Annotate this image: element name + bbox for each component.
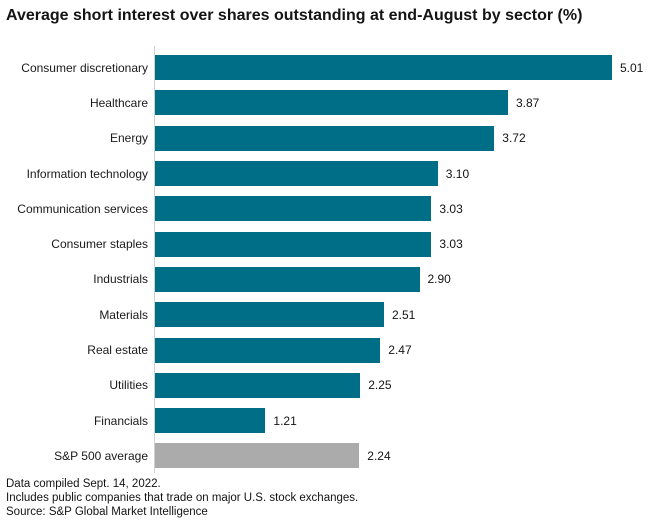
category-label: Energy xyxy=(109,131,148,146)
bar-track: 3.03 xyxy=(148,196,660,222)
bar-track: 2.47 xyxy=(148,337,660,363)
category-label: Communication services xyxy=(17,201,148,216)
bar-track: 2.51 xyxy=(148,302,660,328)
bar-financials xyxy=(155,408,266,434)
bar-communication-services xyxy=(155,196,432,222)
value-label: 2.51 xyxy=(392,307,416,322)
value-label: 3.10 xyxy=(445,166,470,181)
chart-row-information-technology: Information technology 3.10 xyxy=(0,156,660,191)
bar-healthcare xyxy=(155,90,508,116)
value-label: 2.24 xyxy=(367,448,391,463)
bar-utilities xyxy=(155,372,361,398)
bar-industrials xyxy=(155,266,420,292)
category-label: Consumer discretionary xyxy=(21,60,148,75)
chart-row-healthcare: Healthcare 3.87 xyxy=(0,85,660,120)
footnote-scope: Includes public companies that trade on … xyxy=(6,492,359,504)
chart-row-energy: Energy 3.72 xyxy=(0,121,660,156)
bar-track: 5.01 xyxy=(148,55,660,81)
bar-track: 2.24 xyxy=(148,443,660,469)
value-label: 3.72 xyxy=(502,131,526,146)
chart-title: Average short interest over shares outst… xyxy=(6,7,583,24)
bar-energy xyxy=(155,125,495,151)
value-label: 3.87 xyxy=(516,95,540,110)
category-label: Information technology xyxy=(26,166,148,181)
category-label: S&P 500 average xyxy=(54,448,148,463)
value-label: 2.25 xyxy=(368,378,392,393)
bar-track: 3.72 xyxy=(148,125,660,151)
bar-track: 2.90 xyxy=(148,266,660,292)
value-label: 5.01 xyxy=(620,60,644,75)
category-label: Consumer staples xyxy=(51,237,148,252)
footnotes: Data compiled Sept. 14, 2022. Includes p… xyxy=(6,477,358,519)
chart-row-financials: Financials 1.21 xyxy=(0,403,660,438)
chart-row-s-p-500-average: S&P 500 average 2.24 xyxy=(0,438,660,473)
category-label: Industrials xyxy=(93,272,148,287)
value-label: 2.47 xyxy=(388,343,412,358)
bar-materials xyxy=(155,302,384,328)
bar-track: 2.25 xyxy=(148,372,660,398)
footnote-source: Source: S&P Global Market Intelligence xyxy=(6,506,208,518)
category-label: Healthcare xyxy=(89,95,148,110)
bar-track: 3.03 xyxy=(148,231,660,257)
value-label: 2.90 xyxy=(427,272,451,287)
bar-track: 3.10 xyxy=(148,161,660,187)
value-label: 3.03 xyxy=(439,237,463,252)
chart-row-consumer-staples: Consumer staples 3.03 xyxy=(0,226,660,261)
category-label: Materials xyxy=(99,307,148,322)
bar-chart: Consumer discretionary 5.01 Healthcare 3.87… xyxy=(0,50,660,474)
baseline-axis xyxy=(154,46,155,473)
bar-consumer-discretionary xyxy=(155,55,612,81)
bar-s-p-500-average xyxy=(155,443,360,469)
chart-row-real-estate: Real estate 2.47 xyxy=(0,332,660,367)
chart-row-utilities: Utilities 2.25 xyxy=(0,368,660,403)
bar-information-technology xyxy=(155,161,438,187)
category-label: Utilities xyxy=(109,378,148,393)
category-label: Financials xyxy=(93,413,148,428)
footnote-compiled: Data compiled Sept. 14, 2022. xyxy=(6,478,161,490)
chart-row-communication-services: Communication services 3.03 xyxy=(0,191,660,226)
value-label: 3.03 xyxy=(439,201,463,216)
value-label: 1.21 xyxy=(273,413,297,428)
bar-track: 3.87 xyxy=(148,90,660,116)
chart-row-industrials: Industrials 2.90 xyxy=(0,262,660,297)
bar-real-estate xyxy=(155,337,381,363)
chart-row-materials: Materials 2.51 xyxy=(0,297,660,332)
bar-consumer-staples xyxy=(155,231,432,257)
chart-row-consumer-discretionary: Consumer discretionary 5.01 xyxy=(0,50,660,85)
category-label: Real estate xyxy=(87,343,148,358)
bar-track: 1.21 xyxy=(148,408,660,434)
chart-rows: Consumer discretionary 5.01 Healthcare 3.87… xyxy=(0,50,660,474)
